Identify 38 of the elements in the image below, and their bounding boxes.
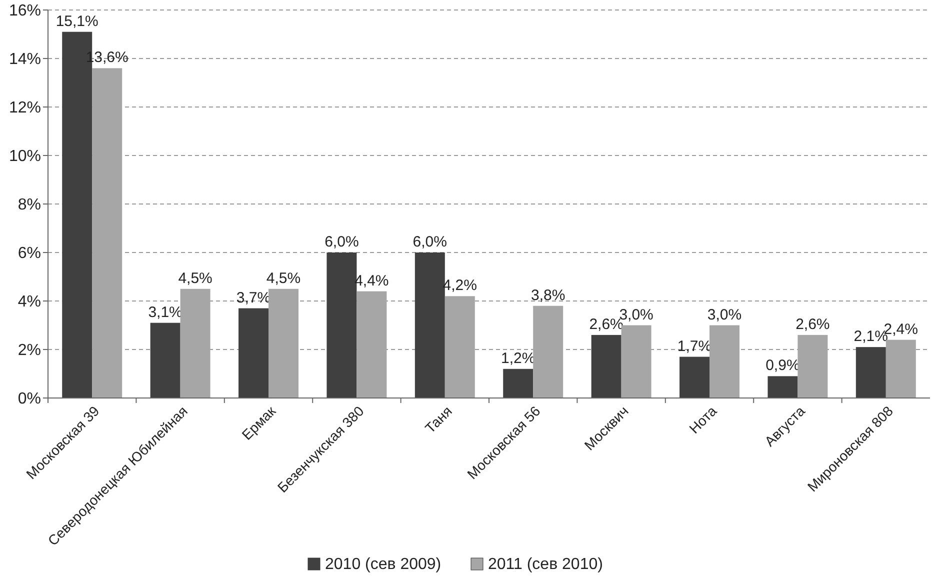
y-tick-label: 10% [8,148,41,166]
bar [710,325,740,398]
bar [503,368,534,398]
bar [680,356,710,398]
data-label: 15,1% [56,12,98,30]
data-label: 2,6% [796,316,830,333]
y-tick-label: 16% [8,2,41,20]
bar [326,252,357,398]
bar [533,306,564,398]
bar [268,288,298,398]
y-tick-label: 2% [18,342,41,360]
bar [591,334,622,398]
y-tick-label: 4% [18,294,41,311]
bar [621,325,652,398]
bar [768,376,798,398]
data-label: 4,5% [178,270,212,287]
y-tick-label: 6% [18,245,41,262]
y-tick-label: 0% [18,390,41,408]
bar [414,252,445,398]
bar [92,68,122,398]
legend-label: 2011 (сев 2010) [488,556,603,573]
bar [444,296,475,398]
data-label: 6,0% [412,234,448,250]
bar [798,334,828,398]
data-label: 6,0% [324,234,359,250]
legend-label: 2010 (сев 2009) [325,556,442,573]
data-label: 3,0% [707,306,742,324]
bar [180,288,210,398]
bar [238,308,268,398]
bar [150,322,180,398]
y-tick-label: 14% [8,51,41,68]
data-label: 4,5% [266,270,301,287]
y-tick-label: 12% [8,100,41,117]
y-tick-label: 8% [18,196,41,214]
bar [856,347,886,398]
bar [356,291,387,398]
data-label: 3,8% [530,286,566,304]
bar [886,340,916,398]
